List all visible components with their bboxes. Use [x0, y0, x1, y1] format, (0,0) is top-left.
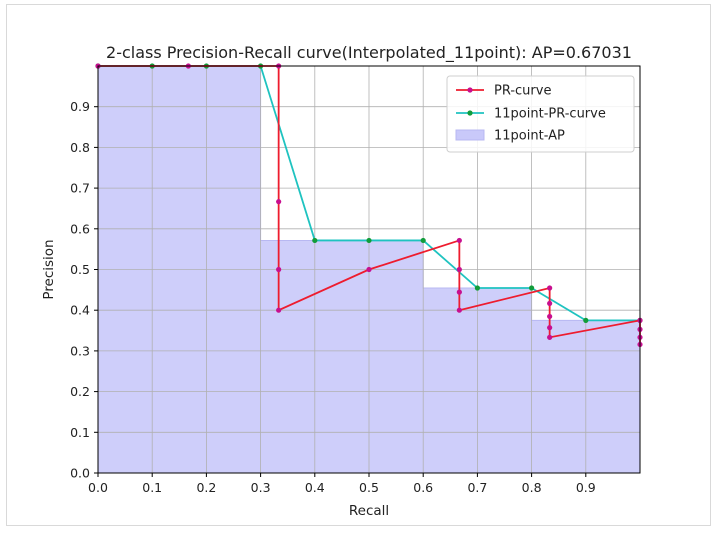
- point-pr-curve-13: [547, 313, 553, 320]
- y-tick-label-9: 0.9: [70, 99, 90, 114]
- point-pr-curve-5: [276, 307, 282, 313]
- x-tick-label-5: 0.5: [359, 480, 379, 495]
- point-11point-pr-curve-7: [474, 285, 480, 291]
- y-tick-label-3: 0.3: [70, 343, 90, 358]
- x-tick-label-4: 0.4: [305, 480, 325, 495]
- y-tick-label-2: 0.2: [70, 384, 90, 399]
- y-tick-label-8: 0.8: [70, 140, 90, 155]
- y-tick-label-4: 0.4: [70, 303, 90, 318]
- point-pr-curve-4: [276, 266, 282, 273]
- y-axis-label: Precision: [41, 239, 57, 299]
- x-tick-label-7: 0.7: [467, 480, 487, 495]
- y-tick-label-0: 0.0: [70, 466, 90, 481]
- x-tick-label-6: 0.6: [413, 480, 433, 495]
- x-axis-label: Recall: [349, 503, 389, 519]
- point-pr-curve-9: [456, 289, 462, 295]
- point-11point-pr-curve-4: [312, 237, 318, 244]
- chart-title: 2-class Precision-Recall curve(Interpola…: [106, 43, 632, 63]
- point-pr-curve-15: [547, 334, 553, 340]
- point-pr-curve-6: [366, 266, 372, 273]
- plot-area: 0.0 0.1 0.2 0.3 0.4 0.5 0.6 0.7 0.8 0.9 0.0 0.1 0.2 0…: [70, 63, 643, 495]
- x-tick-label-9: 0.9: [576, 480, 596, 495]
- point-11point-pr-curve-8: [529, 285, 535, 291]
- legend-swatch-11point-ap: [455, 129, 485, 141]
- x-tick-label-0: 0.0: [88, 480, 108, 495]
- point-pr-curve-10: [456, 307, 462, 313]
- point-pr-curve-8: [456, 266, 462, 273]
- x-tick-label-8: 0.8: [522, 480, 542, 495]
- x-tick-label-3: 0.3: [251, 480, 271, 495]
- point-pr-curve-12: [547, 300, 553, 307]
- point-pr-curve-3: [276, 199, 282, 205]
- point-11point-pr-curve-9: [583, 317, 589, 323]
- legend-marker-pr-curve: [467, 87, 473, 93]
- y-tick-label-7: 0.7: [70, 181, 90, 196]
- point-pr-curve-11: [547, 285, 553, 291]
- legend-marker-11point-pr-curve: [467, 110, 473, 116]
- y-tick-label-6: 0.6: [70, 221, 90, 236]
- legend-label-11point-pr-curve: 11point-PR-curve: [494, 107, 606, 122]
- y-tick-label-1: 0.1: [70, 425, 90, 440]
- legend-label-11point-ap: 11point-AP: [494, 129, 565, 144]
- x-tick-label-1: 0.1: [142, 480, 162, 495]
- legend-label-pr-curve: PR-curve: [494, 84, 551, 99]
- legend-box: [446, 75, 635, 153]
- point-11point-pr-curve-6: [420, 237, 426, 244]
- point-pr-curve-7: [456, 237, 462, 244]
- point-pr-curve-14: [547, 325, 553, 331]
- y-tick-label-5: 0.5: [70, 262, 90, 277]
- legend: PR-curve 11point-PR-curve 11point-AP: [446, 75, 635, 153]
- point-11point-pr-curve-5: [366, 237, 372, 244]
- x-tick-label-2: 0.2: [196, 480, 216, 495]
- axes-frame: [97, 65, 641, 474]
- series-pr-curve-line: [98, 65, 641, 345]
